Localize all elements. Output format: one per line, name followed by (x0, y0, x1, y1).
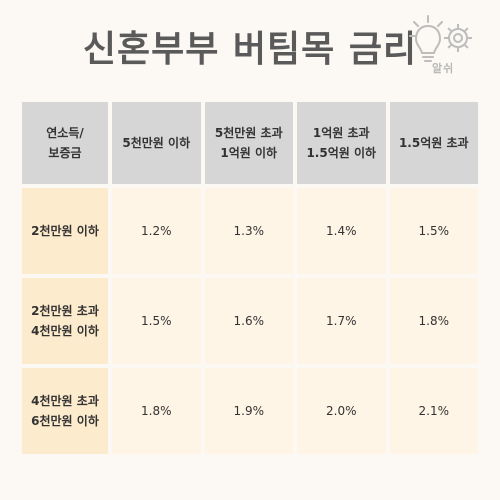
rate-cell: 1.8% (387, 276, 480, 366)
rate-cell: 1.2% (110, 186, 203, 276)
rate-cell: 2.0% (295, 366, 388, 456)
rate-cell: 1.6% (202, 276, 295, 366)
column-header: 1억원 초과 1.5억원 이하 (295, 100, 388, 186)
column-header: 1.5억원 초과 (387, 100, 480, 186)
lightbulb-gear-icon (409, 15, 472, 62)
row-header: 2천만원 초과 4천만원 이하 (20, 276, 110, 366)
row-header: 2천만원 이하 (20, 186, 110, 276)
rate-cell: 1.5% (110, 276, 203, 366)
column-header: 5천만원 초과 1억원 이하 (202, 100, 295, 186)
brand-logo: 알쉬 (406, 12, 480, 82)
interest-rate-table: 연소득/ 보증금 5천만원 이하 5천만원 초과 1억원 이하 1억원 초과 1… (20, 100, 480, 456)
rate-cell: 1.5% (387, 186, 480, 276)
table-corner-header: 연소득/ 보증금 (20, 100, 110, 186)
rate-cell: 1.7% (295, 276, 388, 366)
page-title: 신혼부부 버팀목 금리 (82, 29, 418, 70)
rate-cell: 1.9% (202, 366, 295, 456)
rate-cell: 1.8% (110, 366, 203, 456)
rate-cell: 1.4% (295, 186, 388, 276)
rate-cell: 2.1% (387, 366, 480, 456)
row-header: 4천만원 초과 6천만원 이하 (20, 366, 110, 456)
rate-cell: 1.3% (202, 186, 295, 276)
logo-text: 알쉬 (432, 62, 455, 75)
column-header: 5천만원 이하 (110, 100, 203, 186)
